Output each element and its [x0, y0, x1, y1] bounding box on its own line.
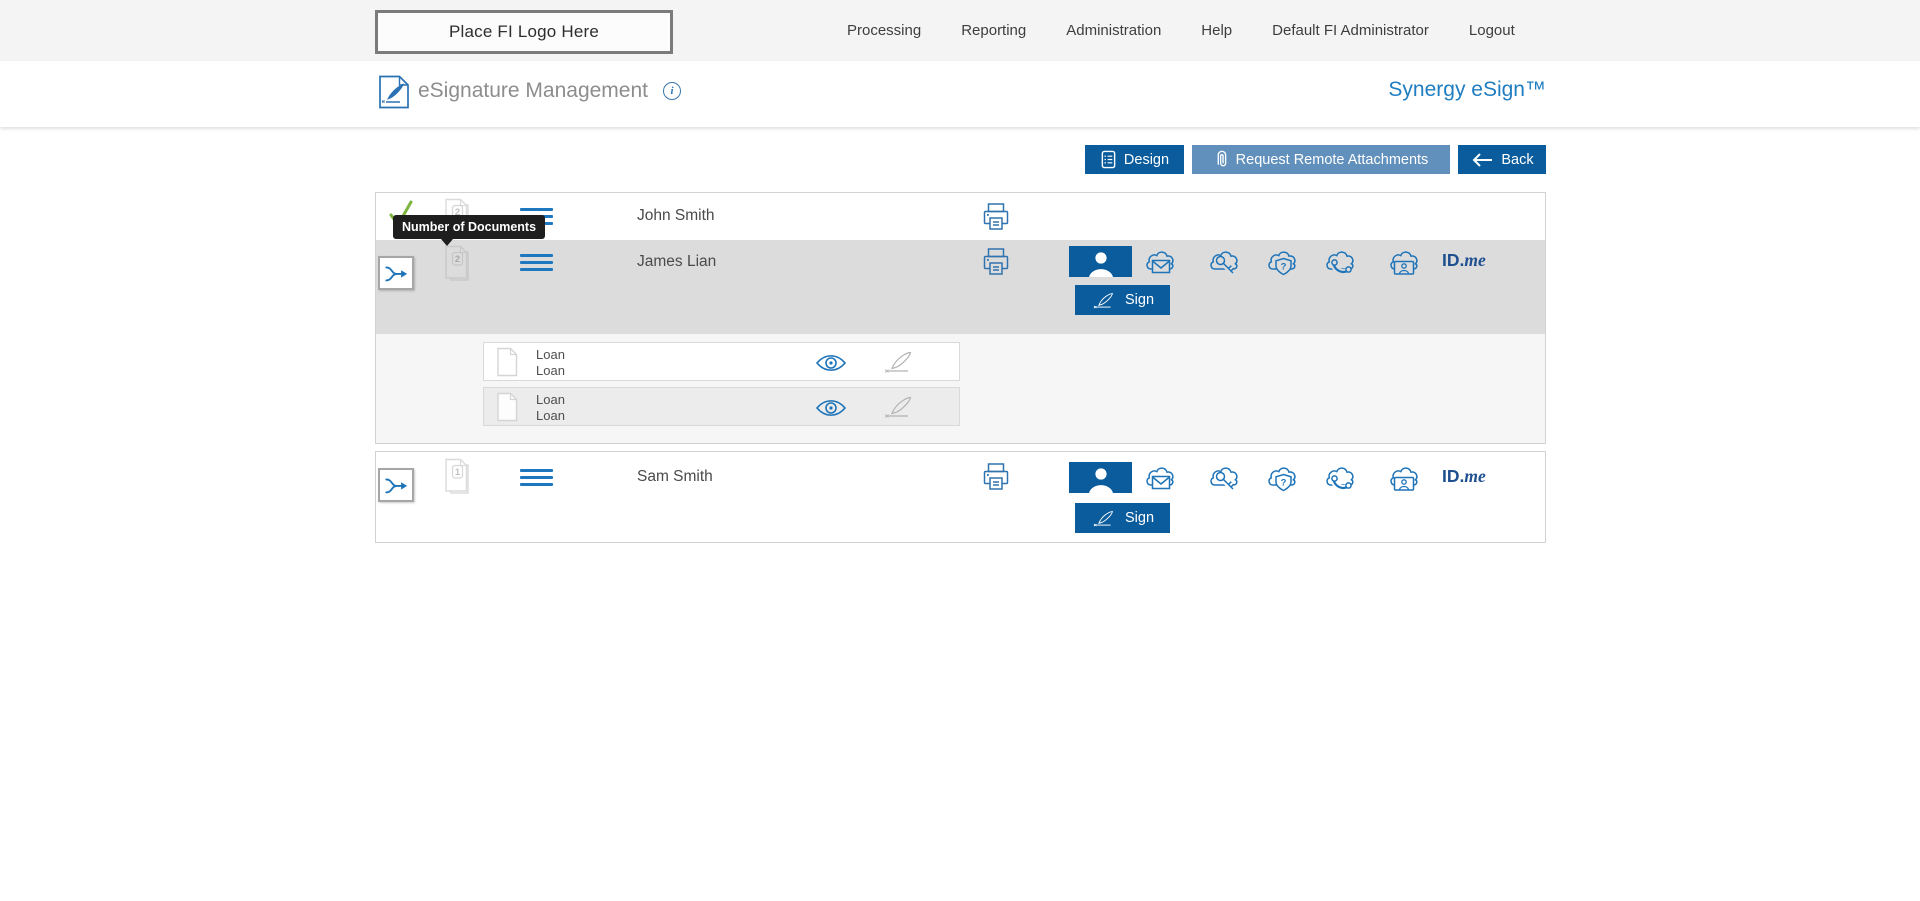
sign-button[interactable]: Sign	[1075, 285, 1170, 315]
sign-button[interactable]: Sign	[1075, 503, 1170, 533]
printer-icon[interactable]	[980, 461, 1012, 493]
nav-reporting[interactable]: Reporting	[961, 22, 1027, 39]
document-icon	[495, 347, 519, 377]
document-title-line1: Loan	[536, 347, 565, 362]
document-count-icon: 2	[442, 245, 472, 283]
nav-administration[interactable]: Administration	[1066, 22, 1162, 39]
quill-icon	[1091, 291, 1117, 310]
signer-name: Sam Smith	[637, 468, 713, 485]
sign-document-icon-disabled[interactable]	[882, 394, 916, 420]
idme-logo-bold: ID.	[1442, 466, 1465, 486]
reorder-menu-icon[interactable]	[520, 469, 553, 486]
document-count-icon: 1	[442, 458, 472, 496]
nav-current-user[interactable]: Default FI Administrator	[1272, 22, 1429, 39]
document-title-line2: Loan	[536, 408, 565, 423]
signer-row-james-lian: 2 James Lian	[376, 240, 1545, 334]
esignature-document-icon	[378, 75, 410, 109]
email-cloud-icon[interactable]	[1143, 463, 1175, 493]
view-document-icon[interactable]	[814, 352, 848, 374]
document-title-line1: Loan	[536, 392, 565, 407]
primary-nav: Processing Reporting Administration Help…	[847, 0, 1515, 61]
identity-auth-icon-active[interactable]	[1069, 246, 1132, 277]
key-cloud-icon[interactable]	[1207, 463, 1239, 493]
signer-name: James Lian	[637, 253, 717, 270]
document-icon	[495, 392, 519, 422]
quill-icon	[1091, 509, 1117, 528]
signer-name: John Smith	[637, 207, 715, 224]
paperclip-icon	[1214, 149, 1229, 171]
security-question-cloud-icon[interactable]: ?	[1265, 463, 1297, 493]
fi-logo-text: Place FI Logo Here	[448, 22, 600, 41]
printer-icon[interactable]	[980, 246, 1012, 278]
product-brand: Synergy eSign™	[1388, 78, 1546, 101]
printer-icon[interactable]	[980, 201, 1012, 233]
top-nav-bar: Place FI Logo Here Processing Reporting …	[0, 0, 1920, 61]
request-remote-attachments-button[interactable]: Request Remote Attachments	[1192, 145, 1450, 174]
page-header: eSignature Management i Synergy eSign™	[0, 61, 1920, 127]
security-question-cloud-icon[interactable]: ?	[1265, 247, 1297, 277]
documents-panel: Loan Loan	[376, 334, 1545, 443]
reorder-menu-icon[interactable]	[520, 254, 553, 271]
signer-row-sam-smith: 1 Sam Smith	[375, 451, 1546, 543]
idme-logo-bold: ID.	[1442, 250, 1465, 270]
svg-text:?: ?	[1281, 478, 1287, 489]
svg-text:?: ?	[1281, 262, 1287, 273]
document-row: Loan Loan	[483, 342, 960, 381]
nav-processing[interactable]: Processing	[847, 22, 922, 39]
key-cloud-icon[interactable]	[1207, 247, 1239, 277]
number-of-documents-tooltip: Number of Documents	[393, 215, 546, 246]
idme-logo-italic: me	[1464, 250, 1486, 270]
id-card-cloud-icon[interactable]	[1385, 247, 1418, 277]
phone-cloud-icon[interactable]	[1323, 247, 1355, 277]
idme-logo-italic: me	[1464, 466, 1486, 486]
nav-logout[interactable]: Logout	[1468, 22, 1515, 39]
design-button-label: Design	[1123, 151, 1170, 168]
document-title: Loan Loan	[536, 347, 565, 379]
merge-signer-button[interactable]	[378, 468, 414, 502]
nav-help[interactable]: Help	[1201, 22, 1233, 39]
document-title-line2: Loan	[536, 363, 565, 378]
signer-row-john-smith: 2 John Smith Number of Documents	[376, 193, 1545, 246]
sign-button-label: Sign	[1124, 510, 1155, 526]
identity-auth-icon-active[interactable]	[1069, 462, 1132, 493]
document-count-value: 2	[454, 207, 461, 218]
phone-cloud-icon[interactable]	[1323, 463, 1355, 493]
back-button-label: Back	[1501, 151, 1534, 168]
signer-list: 2 John Smith Number of Documents	[375, 192, 1546, 444]
idme-logo[interactable]: ID.me	[1442, 466, 1486, 487]
back-button[interactable]: Back	[1458, 145, 1546, 174]
info-icon[interactable]: i	[663, 82, 681, 100]
document-count-value: 1	[454, 467, 461, 478]
tooltip-text: Number of Documents	[402, 220, 537, 234]
design-button[interactable]: Design	[1085, 145, 1184, 174]
fi-logo-placeholder: Place FI Logo Here	[375, 10, 673, 54]
view-document-icon[interactable]	[814, 397, 848, 419]
page-title: eSignature Management	[418, 79, 648, 102]
document-row: Loan Loan	[483, 387, 960, 426]
id-card-cloud-icon[interactable]	[1385, 463, 1418, 493]
sign-document-icon-disabled[interactable]	[882, 349, 916, 375]
back-arrow-icon	[1470, 152, 1494, 168]
idme-logo[interactable]: ID.me	[1442, 250, 1486, 271]
document-count-value: 2	[454, 254, 461, 265]
merge-signer-button[interactable]	[378, 256, 414, 290]
document-title: Loan Loan	[536, 392, 565, 424]
email-cloud-icon[interactable]	[1143, 247, 1175, 277]
design-icon	[1100, 150, 1117, 169]
request-remote-attachments-label: Request Remote Attachments	[1235, 151, 1429, 168]
sign-button-label: Sign	[1124, 292, 1155, 308]
